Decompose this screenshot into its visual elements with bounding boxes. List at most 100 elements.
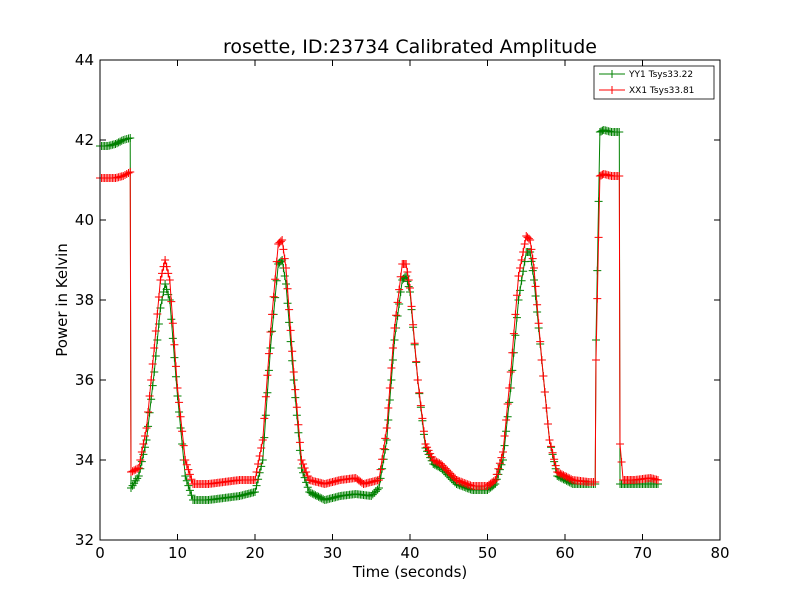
point-marker-xx1	[654, 476, 662, 484]
point-marker-xx1	[264, 349, 273, 358]
point-marker-xx1	[548, 448, 557, 457]
y-tick-label: 40	[75, 211, 94, 229]
y-tick-label: 38	[75, 291, 94, 309]
point-marker-yy1	[615, 128, 624, 136]
legend: YY1 Tsys33.22 XX1 Tsys33.81	[593, 65, 715, 100]
point-marker-xx1	[147, 376, 156, 384]
point-marker-xx1	[508, 348, 517, 357]
point-marker-xx1	[124, 169, 133, 177]
point-marker-xx1	[536, 337, 545, 346]
point-marker-xx1	[378, 455, 387, 464]
point-marker-yy1	[381, 445, 390, 454]
point-marker-xx1	[154, 293, 163, 301]
point-marker-xx1	[550, 455, 559, 464]
point-marker-yy1	[288, 356, 297, 365]
point-marker-yy1	[505, 398, 514, 407]
point-marker-yy1	[283, 299, 292, 308]
point-marker-yy1	[178, 440, 187, 448]
point-marker-xx1	[509, 329, 518, 338]
point-marker-xx1	[537, 356, 546, 364]
point-marker-xx1	[419, 427, 428, 436]
point-marker-xx1	[500, 432, 509, 440]
point-marker-yy1	[500, 441, 509, 450]
point-marker-yy1	[168, 334, 177, 343]
point-marker-yy1	[272, 276, 281, 285]
point-marker-xx1	[497, 453, 506, 462]
point-marker-xx1	[173, 384, 182, 392]
y-tick-label: 36	[75, 371, 94, 389]
point-marker-xx1	[283, 284, 292, 293]
point-marker-xx1	[145, 392, 154, 400]
point-marker-xx1	[294, 420, 303, 429]
point-marker-yy1	[388, 356, 397, 364]
point-marker-xx1	[153, 310, 162, 318]
point-marker-yy1	[137, 457, 146, 466]
point-marker-yy1	[251, 488, 259, 496]
point-marker-xx1	[551, 461, 560, 470]
point-marker-xx1	[144, 408, 153, 416]
point-marker-xx1	[617, 458, 626, 466]
point-marker-yy1	[162, 285, 171, 294]
point-marker-xx1	[181, 456, 190, 464]
point-marker-yy1	[268, 327, 277, 336]
point-marker-xx1	[254, 460, 263, 468]
point-marker-yy1	[145, 408, 154, 417]
point-marker-xx1	[530, 264, 538, 272]
point-marker-xx1	[251, 476, 259, 484]
point-marker-xx1	[126, 168, 135, 176]
point-marker-xx1	[390, 324, 399, 332]
point-marker-xx1	[257, 444, 266, 452]
point-marker-xx1	[258, 436, 267, 444]
point-marker-xx1	[519, 248, 528, 256]
point-marker-xx1	[512, 291, 521, 300]
point-marker-yy1	[286, 337, 295, 346]
point-marker-xx1	[516, 264, 525, 272]
point-marker-yy1	[387, 376, 396, 384]
point-marker-yy1	[184, 481, 193, 490]
point-marker-yy1	[282, 280, 290, 288]
point-marker-yy1	[170, 353, 179, 362]
point-marker-xx1	[520, 240, 529, 248]
point-marker-xx1	[184, 465, 193, 474]
point-marker-yy1	[502, 427, 511, 436]
x-tick-label: 0	[95, 544, 105, 562]
point-marker-yy1	[514, 296, 523, 304]
x-tick-label: 70	[633, 544, 652, 562]
point-marker-xx1	[415, 388, 424, 397]
point-marker-xx1	[502, 416, 511, 424]
point-marker-xx1	[511, 310, 520, 319]
point-marker-yy1	[182, 476, 191, 485]
point-marker-xx1	[545, 436, 554, 444]
point-marker-yy1	[126, 134, 135, 142]
point-marker-xx1	[402, 260, 411, 268]
point-marker-xx1	[591, 478, 600, 486]
point-marker-yy1	[266, 344, 275, 352]
point-marker-xx1	[279, 245, 288, 254]
x-tick-label: 20	[245, 544, 264, 562]
point-marker-xx1	[533, 300, 542, 309]
point-marker-yy1	[187, 491, 196, 500]
point-marker-yy1	[512, 313, 521, 322]
point-marker-yy1	[508, 366, 517, 375]
point-marker-xx1	[506, 368, 515, 376]
point-marker-xx1	[387, 364, 396, 372]
point-marker-xx1	[266, 328, 275, 336]
point-marker-xx1	[534, 319, 543, 328]
point-marker-xx1	[381, 434, 390, 443]
point-marker-yy1	[173, 392, 182, 400]
point-marker-xx1	[297, 456, 306, 464]
point-marker-xx1	[276, 237, 285, 246]
point-marker-xx1	[142, 424, 151, 432]
y-tick-label: 32	[75, 531, 94, 549]
point-marker-yy1	[176, 424, 185, 432]
plot-area	[96, 126, 662, 504]
point-marker-xx1	[547, 442, 556, 451]
point-marker-xx1	[542, 404, 551, 412]
point-marker-yy1	[393, 312, 402, 320]
point-marker-xx1	[489, 477, 498, 486]
point-marker-xx1	[379, 444, 388, 453]
point-marker-xx1	[300, 464, 309, 472]
point-marker-yy1	[403, 277, 412, 286]
point-marker-yy1	[289, 376, 298, 384]
point-marker-xx1	[182, 460, 191, 469]
